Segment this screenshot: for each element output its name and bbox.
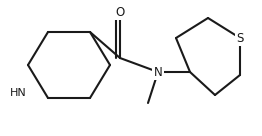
Text: N: N xyxy=(154,66,162,78)
Text: S: S xyxy=(236,32,244,44)
Text: HN: HN xyxy=(10,88,26,98)
Text: O: O xyxy=(115,5,125,18)
